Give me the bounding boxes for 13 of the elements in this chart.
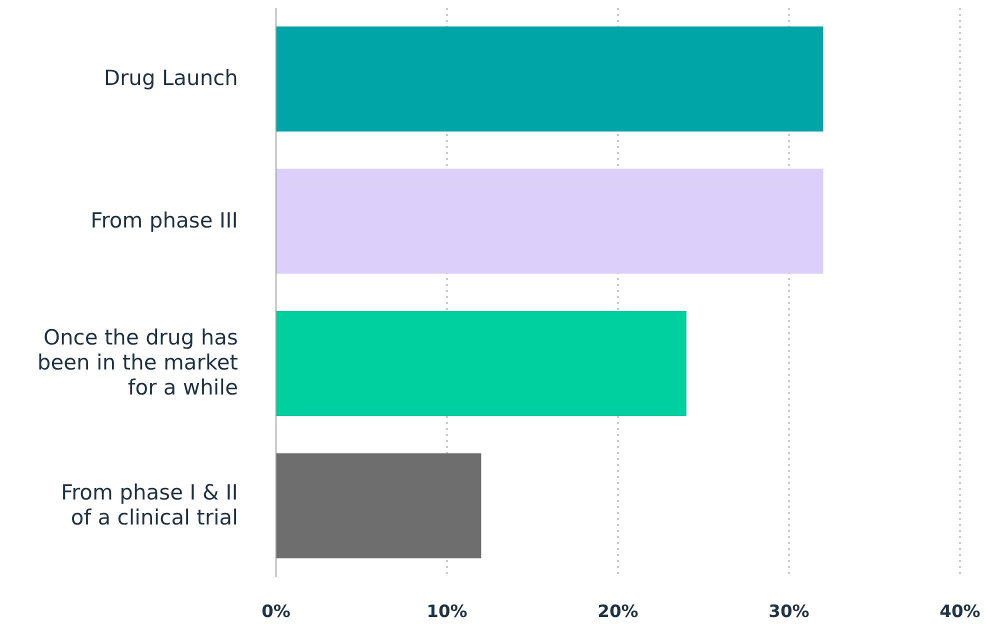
bar [276,310,686,416]
x-tick-label: 10% [426,602,468,622]
bar [276,26,824,132]
y-tick-label: From phase III [90,208,238,232]
x-tick-label: 40% [940,602,980,622]
y-tick-label: From phase I & II of a clinical trial [60,480,238,530]
bar [276,168,824,274]
y-tick-label: Once the drug has been in the market for a while [37,325,238,400]
x-tick-label: 30% [768,602,810,622]
y-tick-label: Drug Launch [104,66,238,90]
x-tick-label: 0% [262,602,290,622]
bar [276,453,482,558]
x-tick-label: 20% [598,602,638,622]
